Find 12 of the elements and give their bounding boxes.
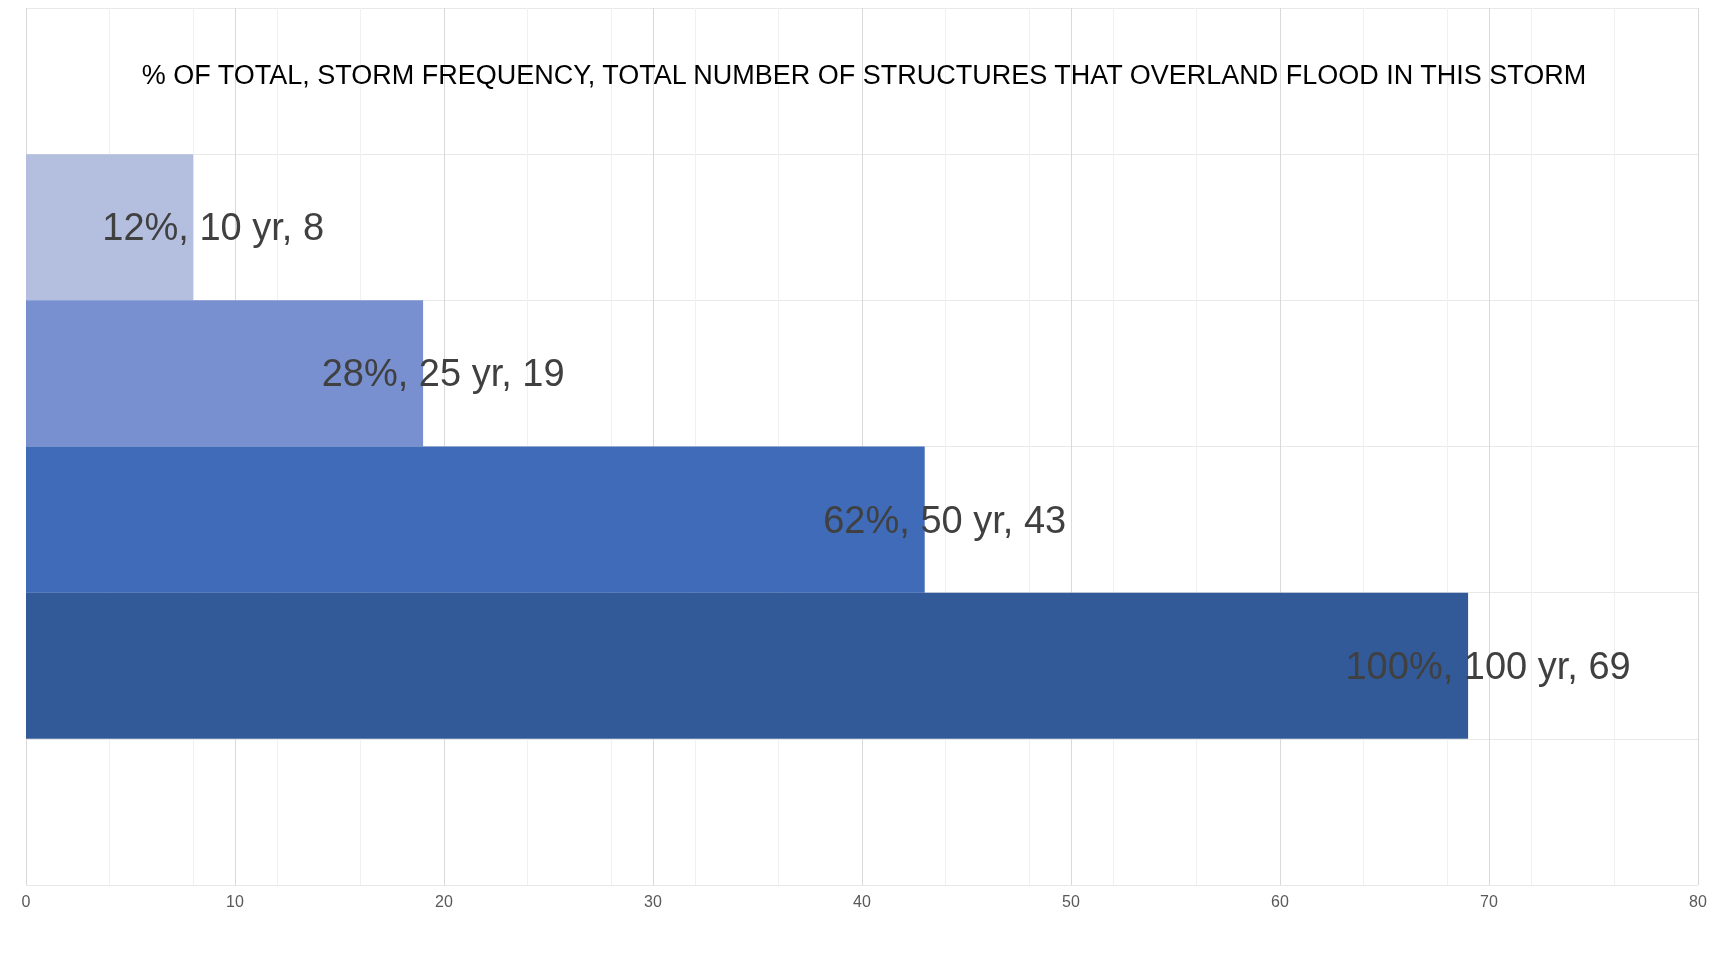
x-tick-label: 20 xyxy=(435,892,453,910)
x-tick-label: 70 xyxy=(1480,892,1498,910)
bar xyxy=(26,154,194,301)
x-tick-label: 80 xyxy=(1689,892,1707,910)
x-tick-label: 10 xyxy=(226,892,244,910)
x-tick-label: 40 xyxy=(853,892,871,910)
data-label: 12%, 10 yr, 8 xyxy=(102,206,325,249)
x-tick-label: 0 xyxy=(21,892,31,910)
x-tick-label: 50 xyxy=(1062,892,1080,910)
x-tick-label: 60 xyxy=(1271,892,1289,910)
text: % OF TOTAL, STORM FREQUENCY, TOTAL NUMBER OF STRUCTURES THAT OVERLAND FLOOD IN THIS STORM xyxy=(141,59,1587,90)
x-tick-label: 30 xyxy=(644,892,662,910)
